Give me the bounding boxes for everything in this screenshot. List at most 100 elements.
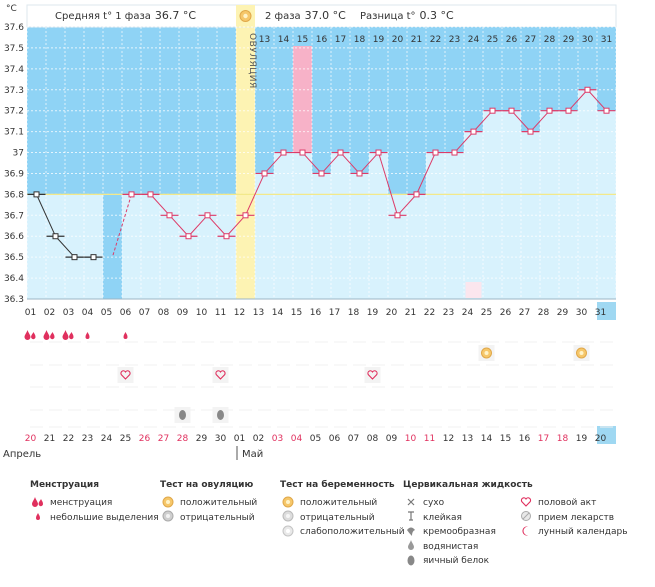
y-tick-label: 37.3	[4, 86, 24, 96]
test-positive-icon	[280, 496, 296, 511]
cycle-day-label: 15	[291, 308, 302, 318]
egg-white-icon	[217, 410, 224, 420]
temperature-point	[584, 86, 591, 93]
y-tick-label: 37.4	[4, 65, 24, 75]
cycle-day-label: 19	[367, 308, 379, 318]
temperature-point	[33, 191, 40, 198]
y-tick-label: 37.2	[4, 107, 24, 117]
cycle-day-label: 28	[538, 308, 550, 318]
today-cycle-cell	[597, 302, 616, 320]
cycle-day-label: 29	[557, 308, 569, 318]
phase2-value: 37.0 °C	[305, 9, 346, 22]
temperature-point	[565, 107, 572, 114]
temperature-column	[179, 194, 198, 299]
legend-item-text: лунный календарь	[538, 527, 628, 538]
legend-item: клейкая	[403, 511, 533, 526]
calendar-day-label: 24	[101, 434, 113, 444]
legend-item-text: менструация	[50, 498, 113, 509]
temperature-point	[546, 107, 553, 114]
menstruation-drop-icon	[24, 330, 31, 340]
legend-item: сухо	[403, 496, 533, 511]
chart-axes: 36.3 36.4 36.5 36.6 36.7 36.8 36.9 37 37.1 37.2 37…	[4, 23, 616, 460]
temperature-point	[318, 170, 325, 177]
series-segment	[454, 131, 474, 153]
menstruation-drop-icon	[50, 332, 55, 340]
series-gap-segment	[112, 194, 132, 256]
calendar-day-label: 20	[595, 434, 607, 444]
cycle-day-label: 22	[424, 308, 435, 318]
phase2-day-label: 20	[392, 35, 404, 45]
ovulation-test-positive-core	[484, 351, 489, 355]
legend-item-text: кремообразная	[423, 527, 496, 538]
chart-background	[27, 27, 616, 300]
temperature-column	[445, 152, 464, 299]
temperature-point	[52, 233, 59, 240]
temperature-column	[483, 110, 502, 299]
y-tick-label: 36.6	[4, 232, 24, 242]
calendar-day-label: 08	[367, 434, 379, 444]
cycle-day-label: 03	[63, 308, 74, 318]
legend-item-text: яичный белок	[423, 556, 490, 567]
test-weak-icon	[280, 525, 296, 540]
calendar-day-label: 12	[443, 434, 454, 444]
temperature-column	[65, 194, 84, 299]
phase2-day-label: 27	[525, 35, 536, 45]
series-segment	[359, 152, 379, 174]
heart-icon	[215, 370, 226, 380]
cycle-day-label: 13	[253, 308, 264, 318]
calendar-day-label: 21	[44, 434, 55, 444]
phase2-day-label: 17	[335, 35, 346, 45]
calendar-day-label: 22	[63, 434, 74, 444]
series-segment	[530, 110, 550, 132]
legend-item: кремообразная	[403, 525, 533, 540]
today-calendar-cell	[597, 426, 616, 444]
phase2-day-label: 22	[430, 35, 441, 45]
phase2-day-label: 31	[601, 35, 612, 45]
legend-menstruation: Менструация менструация небольшие выделе…	[30, 480, 159, 525]
chart-header: 13 14 15 16 17 18 19 20 21 22 23 24 25 26 27 28 29 30 31	[26, 4, 617, 46]
temperature-point	[166, 212, 173, 219]
marker-grid	[24, 330, 613, 428]
calendar-day-label: 03	[272, 434, 283, 444]
y-tick-label: 37.5	[4, 44, 24, 54]
temperature-point	[413, 191, 420, 198]
temperature-column	[426, 152, 445, 299]
cycle-day-label: 17	[329, 308, 340, 318]
test-negative-icon	[160, 510, 176, 525]
menstruation-drop-icon	[31, 332, 36, 340]
cycle-day-label: 09	[177, 308, 189, 318]
temperature-point	[470, 128, 477, 135]
calendar-day-label: 20	[25, 434, 37, 444]
cycle-day-label: 27	[519, 308, 530, 318]
legend-item: менструация	[30, 496, 159, 511]
watery-drop-icon	[403, 539, 419, 554]
temperature-column	[559, 110, 578, 299]
temperature-point	[299, 149, 306, 156]
temperature-point	[603, 107, 610, 114]
temperature-column	[540, 110, 559, 299]
cycle-day-label: 14	[272, 308, 284, 318]
month-may: Май	[242, 449, 263, 460]
calendar-day-label: 26	[139, 434, 151, 444]
phase2-day-label: 23	[449, 35, 460, 45]
diff-label: Разница t° 0.3 °C	[360, 9, 454, 22]
temperature-column	[46, 194, 65, 299]
sun-icon-core	[243, 13, 248, 19]
temperature-point	[508, 107, 515, 114]
lunar-cell-bg	[465, 282, 482, 298]
y-tick-label: 36.4	[4, 274, 24, 284]
y-tick-label: 36.9	[4, 169, 24, 179]
spotting-drop-icon	[30, 510, 46, 525]
menstruation-drop-icon	[62, 330, 69, 340]
phase2-day-label: 13	[259, 35, 270, 45]
menstruation-drop-icon	[69, 332, 74, 340]
cycle-day-label: 07	[139, 308, 150, 318]
calendar-day-label: 29	[196, 434, 208, 444]
legend-item-text: положительный	[180, 498, 258, 509]
calendar-day-label: 05	[310, 434, 321, 444]
temperature-column	[502, 110, 521, 299]
y-tick-label: 37.1	[4, 128, 24, 138]
temperature-point	[261, 170, 268, 177]
bbt-chart: 13 14 15 16 17 18 19 20 21 22 23 24 25 26 27 28 29 30 31 3…	[3, 4, 617, 460]
egg-white-icon	[403, 554, 419, 569]
